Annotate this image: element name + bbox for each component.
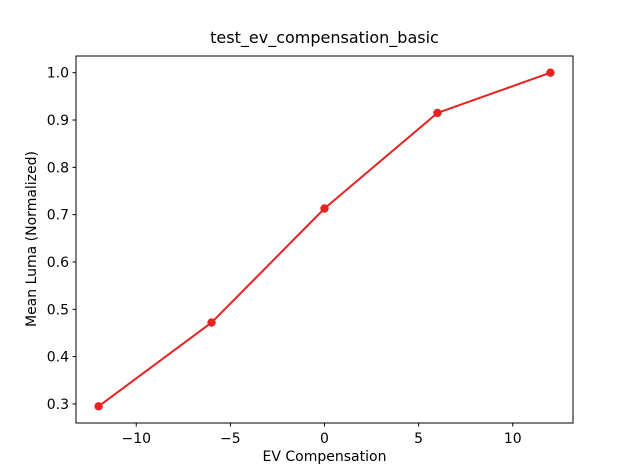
y-tick-label: 1.0: [47, 66, 69, 82]
y-axis-label: Mean Luma (Normalized): [24, 150, 40, 328]
x-tick-label: −10: [121, 431, 151, 447]
data-point-marker: [94, 402, 103, 411]
y-tick-label: 0.3: [47, 397, 69, 413]
y-tick-label: 0.4: [47, 350, 69, 366]
series-line: [97, 71, 552, 408]
x-tick-label: 0: [320, 431, 329, 447]
data-point-marker: [546, 68, 555, 77]
y-tick-label: 0.5: [47, 302, 69, 318]
x-tick-label: 5: [414, 431, 423, 447]
data-point-marker: [207, 318, 216, 327]
y-tick-label: 0.8: [47, 160, 69, 176]
y-tick-label: 0.6: [47, 255, 69, 271]
x-tick-label: 10: [504, 431, 522, 447]
data-point-marker: [433, 108, 442, 118]
data-point-marker: [320, 204, 329, 213]
chart-title: test_ev_compensation_basic: [210, 28, 439, 47]
y-tick-label: 0.7: [47, 208, 69, 224]
x-tick-label: −5: [220, 431, 241, 447]
y-tick-label: 0.9: [47, 113, 69, 129]
x-axis-label: EV Compensation: [262, 449, 387, 465]
